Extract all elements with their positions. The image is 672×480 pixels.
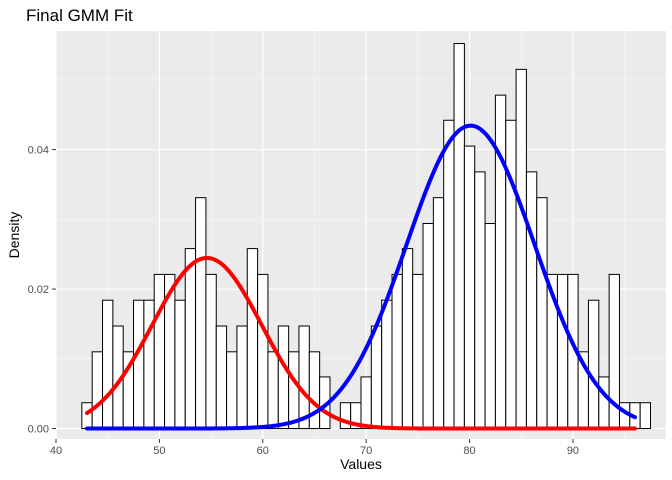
histogram-bar (267, 351, 279, 430)
histogram-bar (453, 43, 465, 430)
histogram-bar (422, 222, 434, 430)
histogram-bar (639, 402, 651, 430)
histogram-bar (556, 273, 569, 430)
histogram-bar (432, 197, 445, 430)
x-tick-label: 50 (153, 445, 165, 457)
x-tick-label: 60 (257, 445, 269, 457)
histogram-bar (195, 197, 207, 430)
histogram-bar (443, 119, 455, 430)
histogram-bar (391, 273, 403, 430)
histogram-bar (360, 376, 372, 430)
histogram-bar (463, 145, 476, 430)
gmm-component-curve-2 (85, 123, 637, 431)
y-tick-label: 0.02 (28, 284, 49, 296)
histogram-bar (153, 273, 166, 430)
histogram-bar (536, 197, 548, 430)
histogram-bar (143, 299, 155, 430)
chart-title: Final GMM Fit (26, 6, 133, 25)
histogram-bar (215, 325, 228, 430)
x-tick-label: 90 (567, 445, 579, 457)
histogram-bar (288, 351, 300, 430)
histogram-bars (81, 43, 651, 430)
histogram-bar (226, 351, 238, 430)
histogram-bar (102, 299, 114, 430)
histogram-bar (412, 273, 424, 430)
y-tick-label: 0.04 (28, 145, 49, 157)
histogram-bar (257, 273, 269, 430)
histogram-bar (401, 248, 414, 430)
y-axis: 0.00 0.02 0.04 (28, 145, 56, 436)
histogram-bar (474, 171, 486, 430)
histogram-bar (236, 325, 248, 430)
y-axis-title: Density (6, 212, 22, 259)
histogram-bar (133, 299, 145, 430)
x-axis: 40 50 60 70 80 90 (50, 439, 579, 457)
x-tick-label: 70 (360, 445, 372, 457)
histogram-bar (381, 299, 393, 430)
histogram-bar (370, 325, 383, 430)
histogram-bar (246, 248, 259, 430)
x-tick-label: 80 (463, 445, 475, 457)
histogram-bar (205, 273, 217, 430)
histogram-bar (598, 376, 610, 430)
histogram-bar (494, 94, 507, 430)
y-tick-label: 0.00 (28, 424, 49, 436)
x-axis-title: Values (340, 456, 382, 472)
x-tick-label: 40 (50, 445, 62, 457)
histogram-bar (174, 299, 186, 430)
histogram-bar (484, 222, 496, 430)
histogram-bar (298, 325, 310, 430)
histogram-bar (515, 68, 527, 430)
histogram-bar (81, 402, 93, 430)
gmm-component-curve-1 (85, 255, 637, 431)
histogram-bar (91, 351, 104, 430)
histogram-bar (277, 325, 290, 430)
histogram-bar (525, 171, 538, 430)
histogram-bar (587, 299, 600, 430)
gmm-curves (85, 123, 637, 431)
histogram-bar (184, 248, 197, 430)
